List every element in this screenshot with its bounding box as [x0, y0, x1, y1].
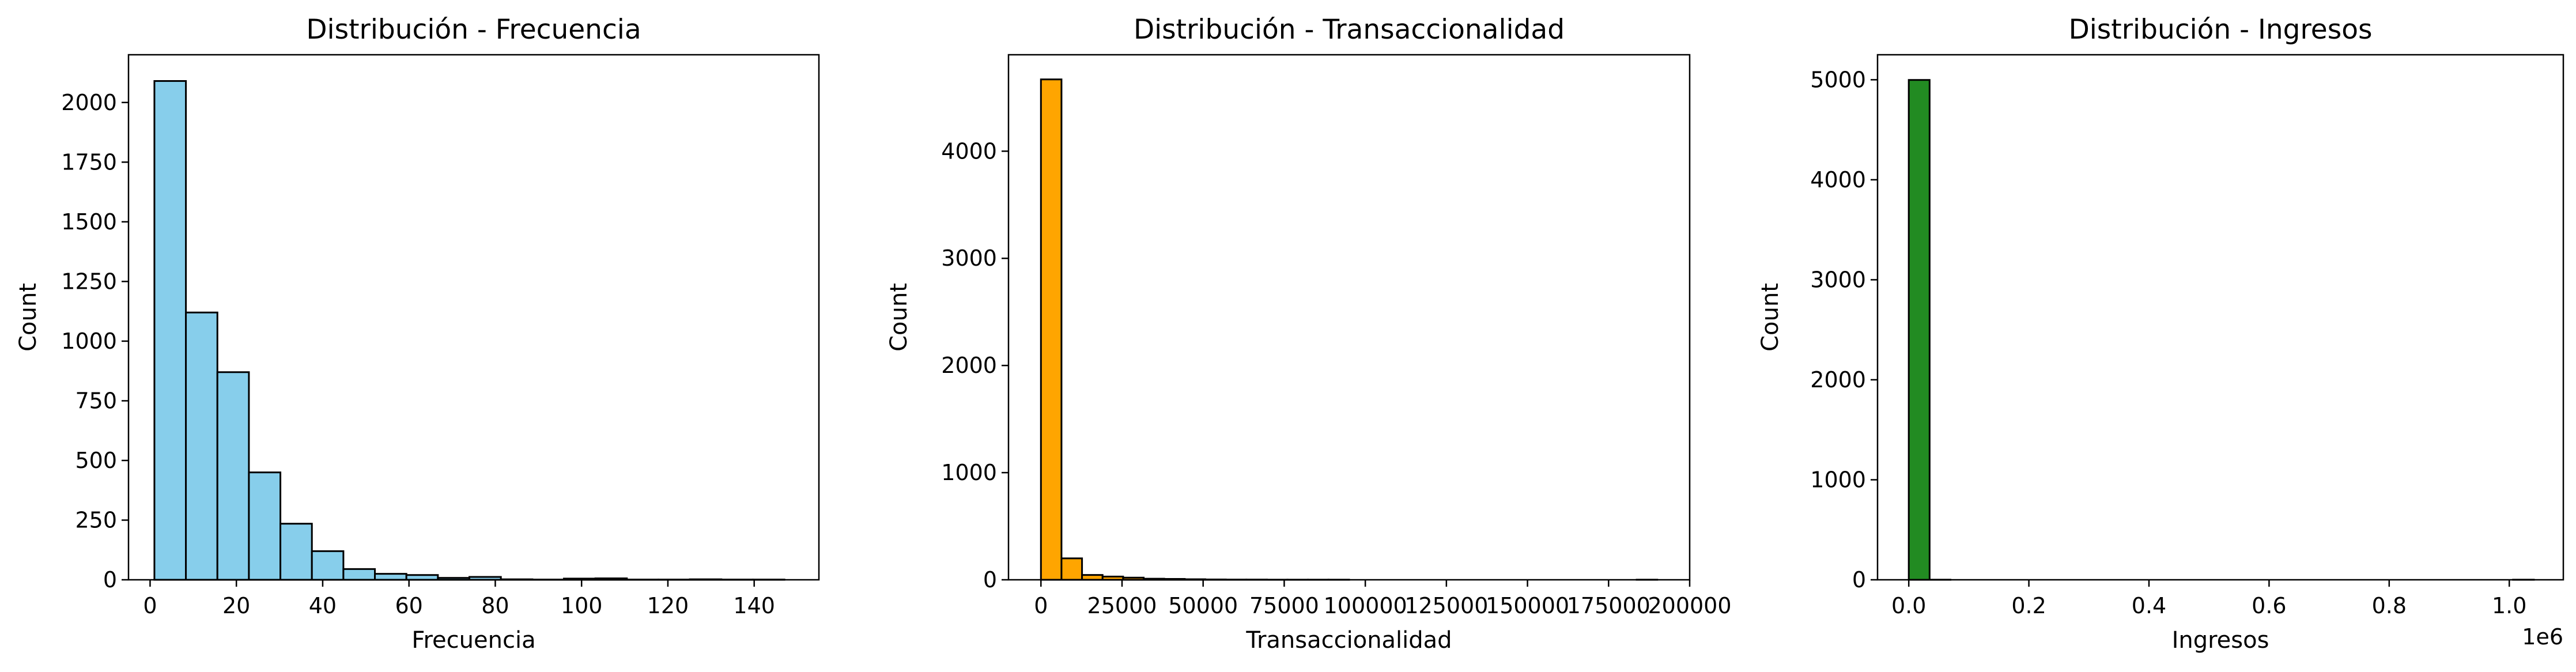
plot-frame [127, 54, 820, 581]
y-tick-label: 3000 [1810, 267, 1866, 292]
x-tick-label: 50000 [1168, 593, 1238, 618]
x-tick-label: 0.8 [2372, 593, 2407, 618]
y-tick-label: 1000 [1810, 467, 1866, 492]
y-tick-label: 1500 [61, 209, 117, 235]
x-axis-label: Transaccionalidad [1245, 627, 1452, 654]
y-tick-label: 0 [1852, 567, 1866, 592]
x-tick-label: 0.6 [2252, 593, 2286, 618]
y-tick-label: 1000 [61, 329, 117, 354]
y-tick-label: 2000 [1810, 367, 1866, 392]
histogram-bar [153, 80, 187, 581]
y-axis-label: Count [15, 283, 41, 352]
x-tick-label: 60 [395, 593, 423, 618]
histogram-bar [1908, 79, 1931, 581]
chart-title: Distribución - Ingresos [2069, 14, 2373, 46]
x-tick-label: 1.0 [2492, 593, 2526, 618]
histogram-bar [342, 568, 376, 581]
x-axis-label: Ingresos [2172, 627, 2269, 654]
x-tick-label: 20 [222, 593, 250, 618]
histogram-bar [1081, 574, 1104, 581]
panel-transaccionalidad: Distribución - Transaccionalidad Transac… [886, 14, 1732, 654]
panel-frecuencia: Distribución - Frecuencia Frecuencia Cou… [15, 14, 820, 654]
chart-title: Distribución - Frecuencia [306, 14, 641, 46]
bars [153, 80, 785, 581]
y-tick-label: 4000 [1810, 167, 1866, 192]
y-tick-label: 5000 [1810, 67, 1866, 92]
x-axis-offset-label: 1e6 [2522, 624, 2563, 650]
panel-ingresos: Distribución - Ingresos Ingresos Count 1… [1757, 14, 2564, 654]
x-tick-label: 175000 [1567, 593, 1650, 618]
x-tick-label: 100000 [1324, 593, 1407, 618]
histogram-bar [279, 523, 313, 581]
y-tick-label: 0 [983, 567, 997, 592]
x-tick-label: 140 [733, 593, 775, 618]
x-tick-label: 0.4 [2132, 593, 2166, 618]
chart-title: Distribución - Transaccionalidad [1134, 14, 1565, 46]
y-axis-label: Count [1757, 283, 1784, 352]
y-tick-label: 3000 [941, 246, 997, 271]
y-tick-label: 2000 [941, 353, 997, 378]
x-tick-label: 75000 [1249, 593, 1319, 618]
histogram-bar [185, 311, 218, 581]
plot-frame [1876, 54, 2564, 581]
y-tick-label: 750 [75, 388, 117, 413]
x-tick-label: 150000 [1486, 593, 1569, 618]
x-tick-label: 0 [1034, 593, 1048, 618]
x-tick-label: 25000 [1087, 593, 1157, 618]
y-tick-label: 0 [103, 567, 117, 592]
plot-frame [1007, 54, 1691, 581]
x-tick-label: 120 [647, 593, 689, 618]
x-tick-label: 125000 [1404, 593, 1488, 618]
x-tick-label: 0 [143, 593, 157, 618]
x-axis-label: Frecuencia [411, 627, 535, 654]
histogram-bar [216, 371, 250, 581]
histogram-bar [248, 471, 282, 581]
bars [1908, 79, 2535, 581]
histogram-bar [1060, 557, 1083, 581]
y-tick-label: 1000 [941, 460, 997, 485]
x-tick-label: 200000 [1648, 593, 1731, 618]
bars [1040, 78, 1659, 581]
x-tick-label: 100 [561, 593, 603, 618]
y-tick-label: 1750 [61, 149, 117, 175]
x-tick-label: 0.2 [2011, 593, 2046, 618]
histogram-bar [1040, 78, 1063, 581]
x-tick-label: 0.0 [1891, 593, 1926, 618]
y-axis-label: Count [886, 283, 912, 352]
histogram-bar [374, 573, 407, 581]
x-tick-label: 40 [309, 593, 337, 618]
x-tick-label: 80 [481, 593, 509, 618]
histogram-bar [311, 550, 345, 581]
y-tick-label: 2000 [61, 90, 117, 115]
y-tick-label: 250 [75, 507, 117, 533]
y-tick-label: 4000 [941, 138, 997, 164]
y-tick-label: 500 [75, 448, 117, 473]
y-tick-label: 1250 [61, 269, 117, 294]
